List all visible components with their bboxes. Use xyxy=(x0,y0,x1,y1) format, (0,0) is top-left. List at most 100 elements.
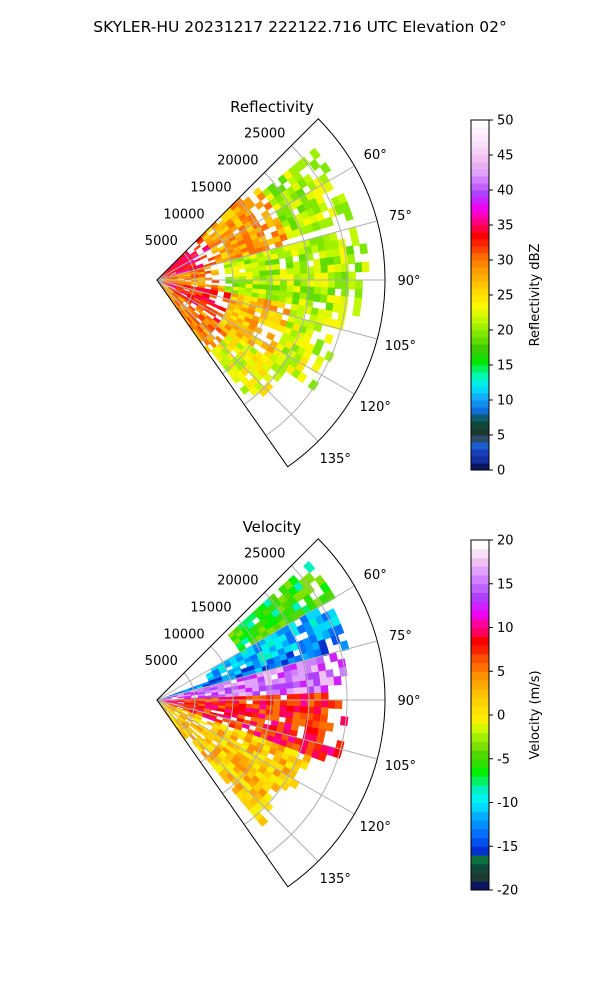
radar-gate xyxy=(176,286,184,290)
radar-gate xyxy=(181,265,190,270)
sector-frame xyxy=(156,538,386,888)
radar-gate xyxy=(178,715,186,722)
radar-gate xyxy=(290,248,300,257)
radar-gate xyxy=(175,287,184,291)
radar-gate xyxy=(226,231,235,240)
radar-gate xyxy=(295,240,305,250)
radar-gate xyxy=(327,287,336,297)
radar-gate xyxy=(200,750,209,759)
radar-gate xyxy=(173,291,181,297)
colorbar-segment xyxy=(471,548,489,558)
colorbar-segment xyxy=(471,393,489,401)
radar-gate xyxy=(230,713,239,719)
radar-gate xyxy=(207,733,216,740)
radar-gate xyxy=(313,286,322,296)
radar-gate xyxy=(207,676,216,682)
radar-gate xyxy=(216,342,226,352)
radar-gate xyxy=(212,758,221,767)
figure-title: SKYLER-HU 20231217 222122.716 UTC Elevat… xyxy=(93,18,507,36)
radar-gate xyxy=(216,311,225,319)
radar-gate xyxy=(217,219,226,228)
colorbar-segment xyxy=(471,872,489,882)
radar-gate xyxy=(318,670,328,680)
colorbar-segment xyxy=(471,162,489,170)
radar-gate xyxy=(200,330,209,339)
radar-gate xyxy=(170,277,179,279)
radar-gate xyxy=(333,623,345,636)
radar-gate xyxy=(202,319,210,327)
colorbar-segment xyxy=(471,688,489,698)
radar-gate xyxy=(177,273,185,277)
colorbar-tick-label: -20 xyxy=(497,884,518,899)
radar-gate xyxy=(197,303,205,310)
radar-gate xyxy=(253,372,264,383)
colorbar-segment xyxy=(471,323,489,331)
radar-gate xyxy=(259,749,270,758)
colorbar-segment xyxy=(471,618,489,628)
radar-gate xyxy=(280,274,288,281)
colorbar-segment xyxy=(471,863,489,873)
radar-gate xyxy=(230,213,240,223)
velocity-sector-plot: 60° 75° 90° 105° 120° 135° 5000 10000 15000 20000… xyxy=(145,538,421,888)
radar-gate xyxy=(203,307,211,314)
radar-gate xyxy=(266,700,274,706)
radar-gate xyxy=(250,257,259,264)
radar-gate xyxy=(244,711,253,718)
radar-gate xyxy=(211,233,220,242)
radar-gate xyxy=(169,295,175,303)
radar-gate xyxy=(184,701,192,704)
range-ring xyxy=(222,199,272,374)
radar-gate xyxy=(227,722,236,729)
radar-gate xyxy=(241,320,251,329)
radar-gate xyxy=(222,775,232,785)
radar-gate xyxy=(213,236,222,244)
radar-gate xyxy=(254,200,265,210)
radar-gate xyxy=(259,695,268,701)
radar-gate xyxy=(314,280,322,289)
radar-gate xyxy=(208,242,217,250)
radar-gate xyxy=(313,322,323,333)
radar-gate xyxy=(340,201,351,214)
radar-gate xyxy=(303,560,316,574)
colorbar-segment xyxy=(471,583,489,593)
radar-gate xyxy=(177,256,184,263)
radar-gate xyxy=(227,737,237,746)
colorbar-segment xyxy=(471,260,489,268)
radar-gate xyxy=(202,233,211,241)
range-tick-label: 20000 xyxy=(217,154,258,169)
radar-gate xyxy=(194,294,203,299)
radar-gate xyxy=(177,703,185,707)
radar-gate xyxy=(293,273,302,281)
radar-gate xyxy=(302,659,312,669)
radar-gate xyxy=(316,183,328,196)
radar-gate xyxy=(217,288,226,293)
radar-gate xyxy=(219,340,229,349)
colorbar-tick-label: 10 xyxy=(497,621,514,636)
radar-gate xyxy=(266,274,274,281)
radar-gate xyxy=(298,225,308,236)
radar-gate xyxy=(200,731,208,739)
radar-gate xyxy=(268,747,278,756)
radar-gate xyxy=(245,224,255,234)
radar-gate xyxy=(232,696,240,701)
radar-gate xyxy=(179,714,187,721)
radar-gate xyxy=(227,221,237,230)
radar-gate xyxy=(278,710,288,718)
radar-gate xyxy=(290,368,302,380)
radar-gate xyxy=(215,679,224,685)
radar-gate xyxy=(311,641,321,652)
radar-gate xyxy=(298,673,307,682)
radar-gate xyxy=(185,727,193,735)
radar-gate xyxy=(227,751,236,760)
radar-gate xyxy=(200,298,209,304)
radar-gate xyxy=(251,266,260,273)
radar-gate xyxy=(165,710,171,717)
radar-gate xyxy=(206,720,215,727)
radar-gate xyxy=(252,700,261,706)
velocity-panel: Velocity 60° 75° 90° 105° 120° 135° 5000 10000 1… xyxy=(145,518,543,899)
radar-gate xyxy=(183,692,192,696)
radar-gate xyxy=(184,317,191,326)
radar-gate xyxy=(308,657,319,667)
colorbar-segment xyxy=(471,197,489,205)
radar-gate xyxy=(223,324,233,332)
